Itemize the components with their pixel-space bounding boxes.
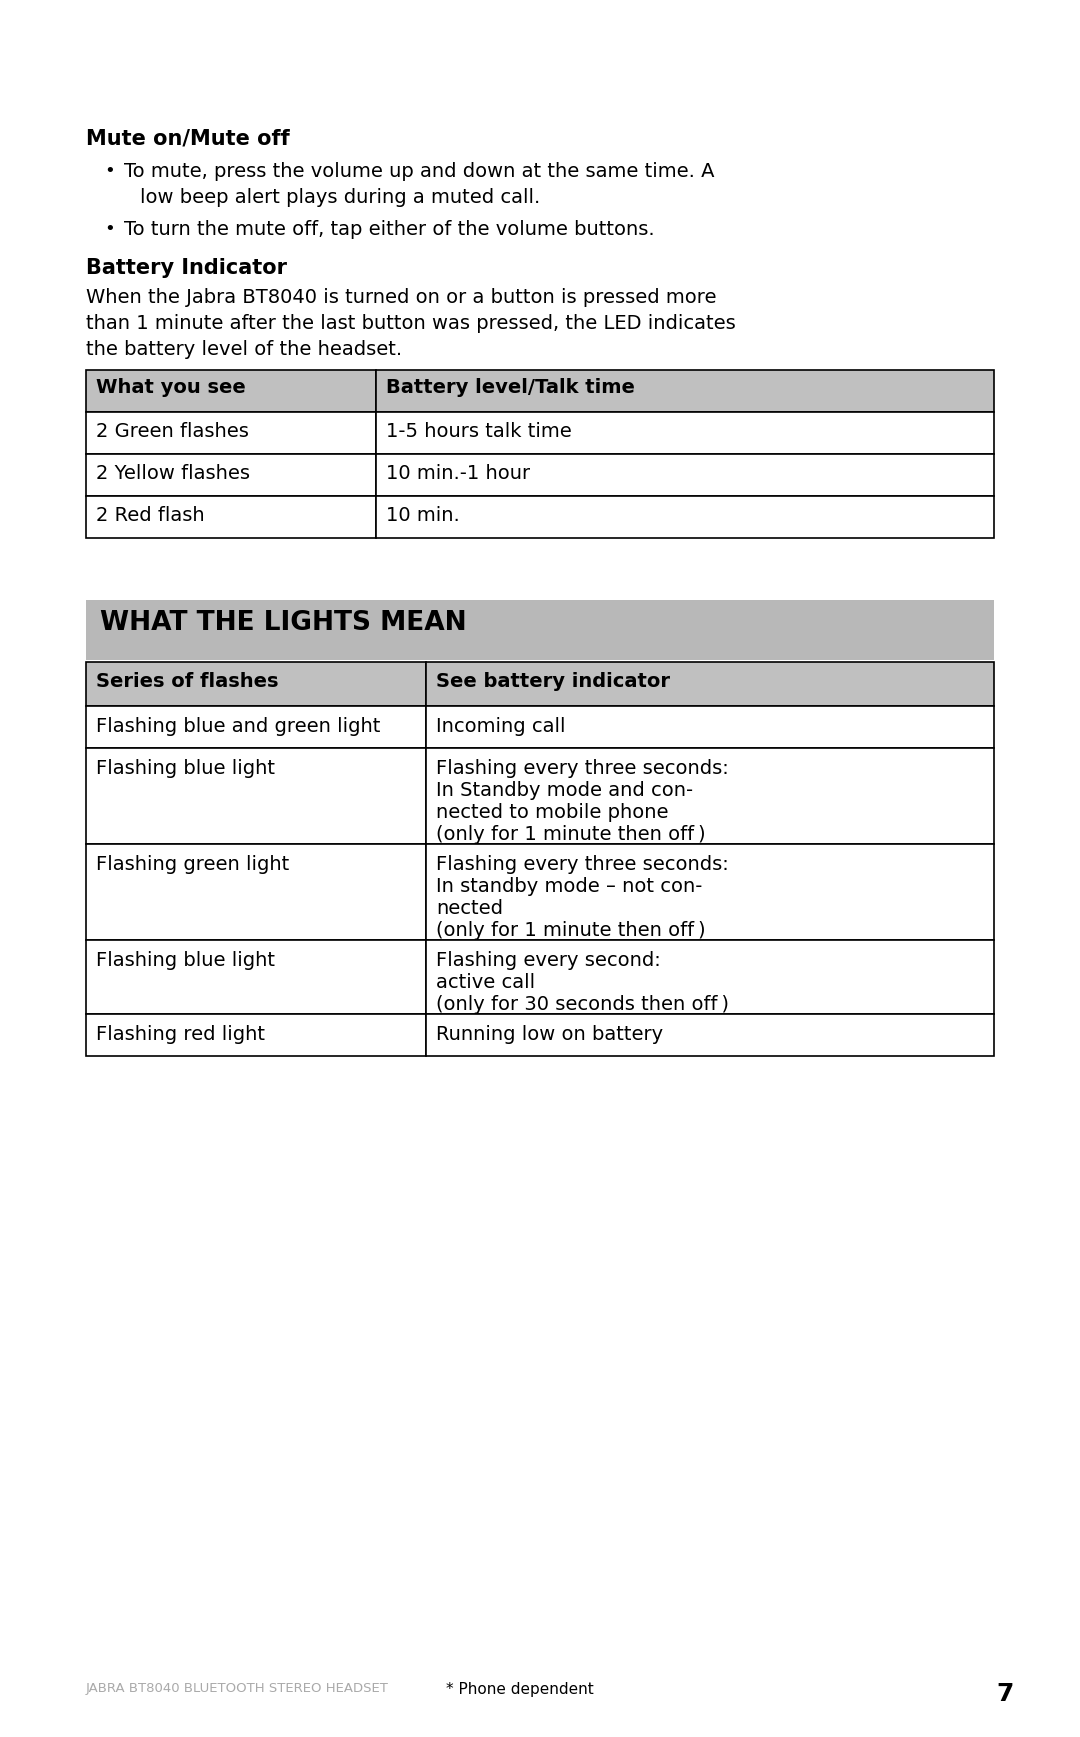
Text: In Standby mode and con-: In Standby mode and con- [436, 782, 693, 801]
Text: See battery indicator: See battery indicator [436, 672, 670, 691]
Text: 10 min.-1 hour: 10 min.-1 hour [386, 464, 530, 483]
Bar [86, 412, 376, 453]
Bar [86, 453, 376, 497]
Bar [86, 497, 376, 538]
Text: Series of flashes: Series of flashes [96, 672, 279, 691]
Bar [376, 370, 994, 412]
Text: nected to mobile phone: nected to mobile phone [436, 802, 669, 822]
Text: low beep alert plays during a muted call.: low beep alert plays during a muted call… [140, 188, 540, 207]
Text: than 1 minute after the last button was pressed, the LED indicates: than 1 minute after the last button was … [86, 314, 735, 334]
Bar [86, 599, 994, 660]
Text: Flashing red light: Flashing red light [96, 1025, 265, 1044]
Bar [426, 662, 994, 705]
Text: Incoming call: Incoming call [436, 717, 566, 736]
Bar [86, 1014, 426, 1056]
Bar [86, 662, 426, 705]
Text: Flashing blue light: Flashing blue light [96, 950, 275, 969]
Text: JABRA BT8040 BLUETOOTH STEREO HEADSET: JABRA BT8040 BLUETOOTH STEREO HEADSET [86, 1681, 389, 1695]
Bar [426, 749, 994, 844]
Text: When the Jabra BT8040 is turned on or a button is pressed more: When the Jabra BT8040 is turned on or a … [86, 288, 716, 307]
Text: To turn the mute off, tap either of the volume buttons.: To turn the mute off, tap either of the … [124, 221, 654, 240]
Text: Flashing every second:: Flashing every second: [436, 950, 661, 969]
Text: WHAT THE LIGHTS MEAN: WHAT THE LIGHTS MEAN [100, 610, 467, 636]
Text: Mute on/Mute off: Mute on/Mute off [86, 129, 289, 148]
Text: nected: nected [436, 900, 503, 917]
Text: (only for 1 minute then off ): (only for 1 minute then off ) [436, 825, 705, 844]
Bar [86, 370, 376, 412]
Text: Running low on battery: Running low on battery [436, 1025, 663, 1044]
Text: active call: active call [436, 973, 535, 992]
Text: What you see: What you see [96, 379, 246, 398]
Text: Flashing blue light: Flashing blue light [96, 759, 275, 778]
Text: Flashing green light: Flashing green light [96, 855, 289, 874]
Text: 2 Red flash: 2 Red flash [96, 505, 204, 525]
Bar [86, 705, 426, 749]
Bar [426, 1014, 994, 1056]
Text: Battery Indicator: Battery Indicator [86, 259, 287, 278]
Bar [426, 844, 994, 940]
Bar [86, 844, 426, 940]
Text: •: • [104, 162, 114, 181]
Text: 7: 7 [997, 1681, 1014, 1706]
Text: 10 min.: 10 min. [386, 505, 460, 525]
Bar [376, 453, 994, 497]
Text: Battery level/Talk time: Battery level/Talk time [386, 379, 635, 398]
Text: (only for 30 seconds then off ): (only for 30 seconds then off ) [436, 995, 729, 1014]
Text: the battery level of the headset.: the battery level of the headset. [86, 340, 402, 360]
Text: Flashing every three seconds:: Flashing every three seconds: [436, 855, 729, 874]
Text: •: • [104, 221, 114, 238]
Text: * Phone dependent: * Phone dependent [446, 1681, 594, 1697]
Text: Flashing every three seconds:: Flashing every three seconds: [436, 759, 729, 778]
Text: (only for 1 minute then off ): (only for 1 minute then off ) [436, 921, 705, 940]
Text: 2 Yellow flashes: 2 Yellow flashes [96, 464, 249, 483]
Text: In standby mode – not con-: In standby mode – not con- [436, 877, 702, 896]
Bar [426, 705, 994, 749]
Bar [86, 940, 426, 1014]
Bar [426, 940, 994, 1014]
Text: 1-5 hours talk time: 1-5 hours talk time [386, 422, 571, 441]
Bar [376, 412, 994, 453]
Bar [376, 497, 994, 538]
Text: To mute, press the volume up and down at the same time. A: To mute, press the volume up and down at… [124, 162, 715, 181]
Bar [86, 749, 426, 844]
Text: 2 Green flashes: 2 Green flashes [96, 422, 248, 441]
Text: Flashing blue and green light: Flashing blue and green light [96, 717, 380, 736]
